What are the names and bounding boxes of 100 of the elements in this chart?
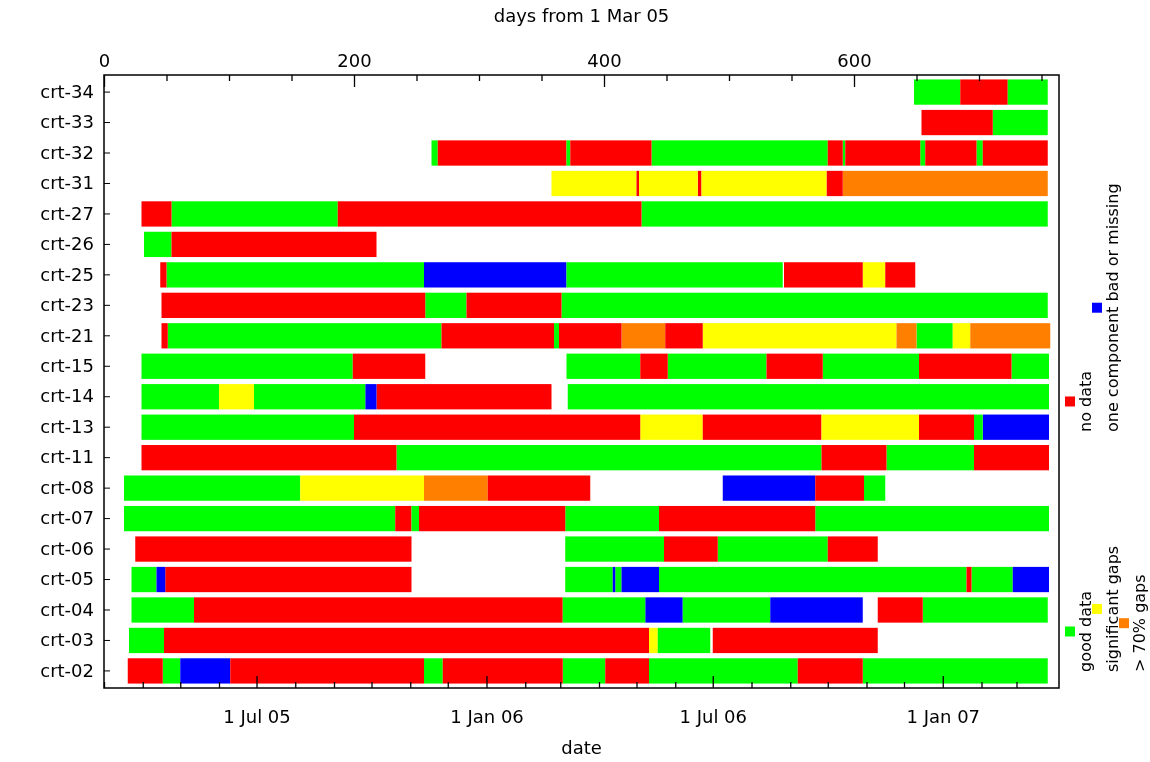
legend-label: no data <box>1076 370 1095 432</box>
y-tick-label: crt-26 <box>40 233 94 255</box>
y-tick-label: crt-34 <box>40 80 94 102</box>
bar <box>665 323 703 349</box>
x2-tick-label: 1 Jan 07 <box>906 705 981 727</box>
bar <box>156 566 166 593</box>
bar <box>141 353 353 379</box>
bar <box>976 140 983 166</box>
bar <box>657 627 711 654</box>
y-tick-label: crt-02 <box>40 659 94 681</box>
bar <box>992 109 1048 136</box>
x2-tick-label: 1 Jan 06 <box>450 705 524 727</box>
bar <box>554 323 559 349</box>
x2-tick-label: 1 Jul 05 <box>223 705 291 727</box>
bar <box>921 109 993 136</box>
legend-label: significant gaps <box>1103 545 1122 672</box>
bar <box>659 505 816 532</box>
bar <box>135 536 412 562</box>
bar <box>862 262 886 288</box>
bar <box>466 292 562 318</box>
bar <box>862 658 1048 684</box>
y-tick-label: crt-08 <box>40 476 94 498</box>
bar <box>566 353 641 379</box>
bar <box>717 536 828 562</box>
bar <box>712 627 878 654</box>
bar <box>141 201 172 227</box>
x2-axis-title: date <box>561 737 602 758</box>
bar <box>766 353 823 379</box>
bar <box>970 323 1051 349</box>
bar <box>166 262 424 288</box>
bar <box>827 140 843 166</box>
bar <box>219 384 254 410</box>
bar <box>697 170 702 197</box>
bar <box>1012 566 1049 593</box>
bar <box>431 140 438 166</box>
bar <box>424 658 443 684</box>
bar <box>640 353 668 379</box>
bar <box>124 505 396 532</box>
bar <box>565 566 613 593</box>
bar <box>667 353 767 379</box>
legend-label: > 70% gaps <box>1130 574 1149 672</box>
y-tick-label: crt-04 <box>40 598 94 620</box>
x-tick-label: 200 <box>337 50 372 71</box>
y-tick-label: crt-07 <box>40 507 94 529</box>
bar <box>641 201 1048 227</box>
bar <box>914 79 961 105</box>
bar <box>160 262 167 288</box>
bar <box>425 292 467 318</box>
bar <box>129 627 164 654</box>
y-tick-label: crt-23 <box>40 294 94 316</box>
x-tick-label: 600 <box>837 50 872 71</box>
y-tick-label: crt-31 <box>40 172 94 194</box>
bar <box>396 445 822 471</box>
bar <box>180 658 231 684</box>
bar <box>864 475 886 501</box>
bar <box>352 353 426 379</box>
bar <box>164 627 649 654</box>
bar <box>651 140 828 166</box>
bar <box>649 658 798 684</box>
bar <box>567 384 1049 410</box>
bar <box>419 505 566 532</box>
bar <box>827 536 878 562</box>
bar <box>1011 353 1049 379</box>
bar <box>982 140 1048 166</box>
y-tick-label: crt-05 <box>40 568 94 590</box>
bar <box>424 262 567 288</box>
bar <box>842 170 1048 197</box>
bar <box>770 597 863 623</box>
bar <box>702 323 897 349</box>
bar <box>562 597 646 623</box>
x2-tick-label: 1 Jul 06 <box>679 705 748 727</box>
bar <box>570 140 652 166</box>
bar <box>877 597 923 623</box>
bar <box>376 384 552 410</box>
bar <box>701 170 827 197</box>
bar <box>815 475 864 501</box>
bar <box>565 536 664 562</box>
bar <box>442 658 563 684</box>
bar <box>161 292 426 318</box>
bar <box>971 566 1013 593</box>
bar <box>821 414 919 440</box>
bar <box>437 140 567 166</box>
bar <box>566 262 783 288</box>
bar <box>621 566 659 593</box>
bar <box>141 384 219 410</box>
bar <box>300 475 424 501</box>
bar <box>925 140 977 166</box>
y-tick-label: crt-21 <box>40 324 94 346</box>
bar <box>162 658 181 684</box>
bar <box>551 170 637 197</box>
bar <box>230 658 424 684</box>
bar <box>167 323 442 349</box>
bar <box>424 475 488 501</box>
bar <box>562 658 606 684</box>
bar <box>664 536 718 562</box>
bar <box>896 323 917 349</box>
bar <box>171 231 377 258</box>
bar <box>974 445 1049 471</box>
bar <box>919 414 974 440</box>
bar <box>982 414 1049 440</box>
